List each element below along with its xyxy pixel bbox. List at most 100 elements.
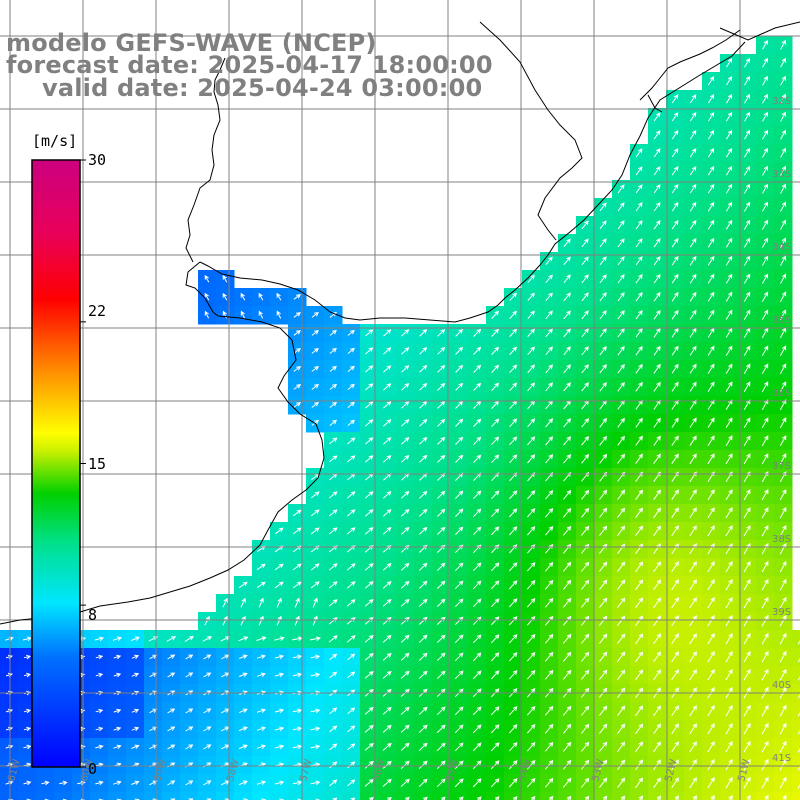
- wind-speed-cell: [612, 792, 631, 800]
- wind-arrow: [707, 525, 715, 537]
- wind-arrow: [383, 347, 392, 355]
- wind-arrow: [743, 489, 751, 501]
- wind-speed-cell: [792, 666, 800, 685]
- wind-arrow: [238, 636, 249, 642]
- wind-arrow: [797, 675, 800, 681]
- wind-arrow: [437, 382, 446, 391]
- wind-arrow: [689, 237, 697, 248]
- wind-arrow: [473, 364, 482, 373]
- wind-arrow: [436, 634, 446, 643]
- wind-arrow: [689, 633, 697, 645]
- wind-arrow: [761, 453, 769, 465]
- wind-arrow: [725, 722, 733, 735]
- wind-arrow: [653, 525, 662, 537]
- wind-arrow: [203, 654, 212, 660]
- wind-arrow: [743, 776, 751, 789]
- wind-arrow: [400, 634, 410, 643]
- wind-arrow: [635, 310, 643, 320]
- wind-arrow: [671, 327, 679, 338]
- colorbar-tick-0: 0: [88, 760, 98, 778]
- wind-arrow: [472, 724, 482, 734]
- wind-arrow: [383, 419, 392, 427]
- wind-arrow: [562, 651, 572, 662]
- wind-arrow: [437, 508, 446, 517]
- colorbar-tick-30: 30: [88, 151, 107, 169]
- wind-arrow: [382, 563, 392, 571]
- wind-arrow: [508, 634, 518, 644]
- wind-arrow: [743, 615, 751, 627]
- wind-arrow: [635, 363, 643, 374]
- wind-arrow: [473, 454, 482, 463]
- wind-arrow: [545, 274, 553, 284]
- wind-arrow: [222, 597, 228, 608]
- wind-arrow: [599, 651, 608, 662]
- wind-arrow: [23, 708, 32, 714]
- wind-arrow: [725, 579, 733, 591]
- wind-arrow: [473, 418, 482, 427]
- wind-arrow: [472, 670, 482, 680]
- wind-arrow: [563, 489, 572, 500]
- wind-arrow: [472, 634, 482, 644]
- wind-arrow: [526, 580, 536, 590]
- wind-arrow: [707, 489, 715, 501]
- wind-arrow: [382, 652, 392, 661]
- wind-arrow: [689, 255, 697, 266]
- wind-arrow: [617, 579, 626, 591]
- wind-arrow: [689, 777, 697, 789]
- wind-speed-cell: [468, 792, 487, 800]
- wind-arrow: [743, 399, 751, 410]
- wind-arrow: [508, 580, 518, 590]
- wind-arrow: [780, 183, 786, 194]
- wind-arrow: [491, 364, 500, 373]
- wind-arrow: [653, 615, 662, 627]
- latitude-label: 34S: [772, 242, 791, 253]
- title-valid-date: valid date: 2025-04-24 03:00:00: [42, 74, 483, 102]
- wind-arrow: [617, 328, 625, 338]
- wind-arrow: [311, 401, 320, 408]
- wind-arrow: [436, 670, 446, 680]
- wind-arrow: [762, 129, 769, 140]
- wind-arrow: [311, 383, 320, 390]
- wind-arrow: [581, 346, 589, 356]
- coastline: [0, 21, 800, 625]
- wind-arrow: [743, 597, 751, 609]
- wind-arrow: [131, 708, 140, 714]
- wind-arrow: [761, 740, 769, 753]
- colorbar-tick-15: 15: [88, 455, 107, 473]
- wind-arrow: [364, 599, 374, 607]
- wind-arrow: [743, 704, 751, 717]
- wind-arrow: [780, 75, 786, 86]
- wind-arrow: [418, 742, 428, 752]
- wind-arrow: [454, 634, 464, 644]
- wind-arrow: [635, 759, 644, 771]
- wind-speed-cell: [720, 792, 739, 800]
- wind-arrow: [347, 653, 356, 661]
- wind-arrow: [707, 219, 715, 230]
- wind-arrow: [297, 798, 303, 800]
- wind-arrow: [761, 704, 769, 717]
- wind-arrow: [617, 184, 625, 194]
- wind-arrow: [689, 345, 697, 356]
- latitude-label: 35S: [772, 315, 791, 326]
- title-model: modelo GEFS-WAVE (NCEP): [6, 29, 377, 57]
- wind-arrow: [346, 635, 356, 643]
- wind-speed-cell: [648, 792, 667, 800]
- wind-arrow: [526, 724, 536, 734]
- wind-arrow: [293, 383, 302, 390]
- wind-arrow: [725, 650, 733, 663]
- wind-arrow: [562, 705, 572, 716]
- wind-arrow: [761, 668, 769, 681]
- wind-arrow: [526, 616, 536, 626]
- wind-arrow: [544, 777, 554, 788]
- wind-arrow: [562, 633, 572, 644]
- wind-arrow: [274, 672, 285, 678]
- wind-arrow: [455, 328, 464, 337]
- wind-arrow: [671, 579, 679, 591]
- wind-arrow: [365, 329, 374, 337]
- wind-arrow: [509, 382, 518, 392]
- wind-arrow: [581, 615, 590, 626]
- wind-arrow: [689, 184, 697, 194]
- wind-arrow: [310, 708, 321, 714]
- wind-arrow: [746, 794, 751, 800]
- wind-arrow: [744, 93, 751, 104]
